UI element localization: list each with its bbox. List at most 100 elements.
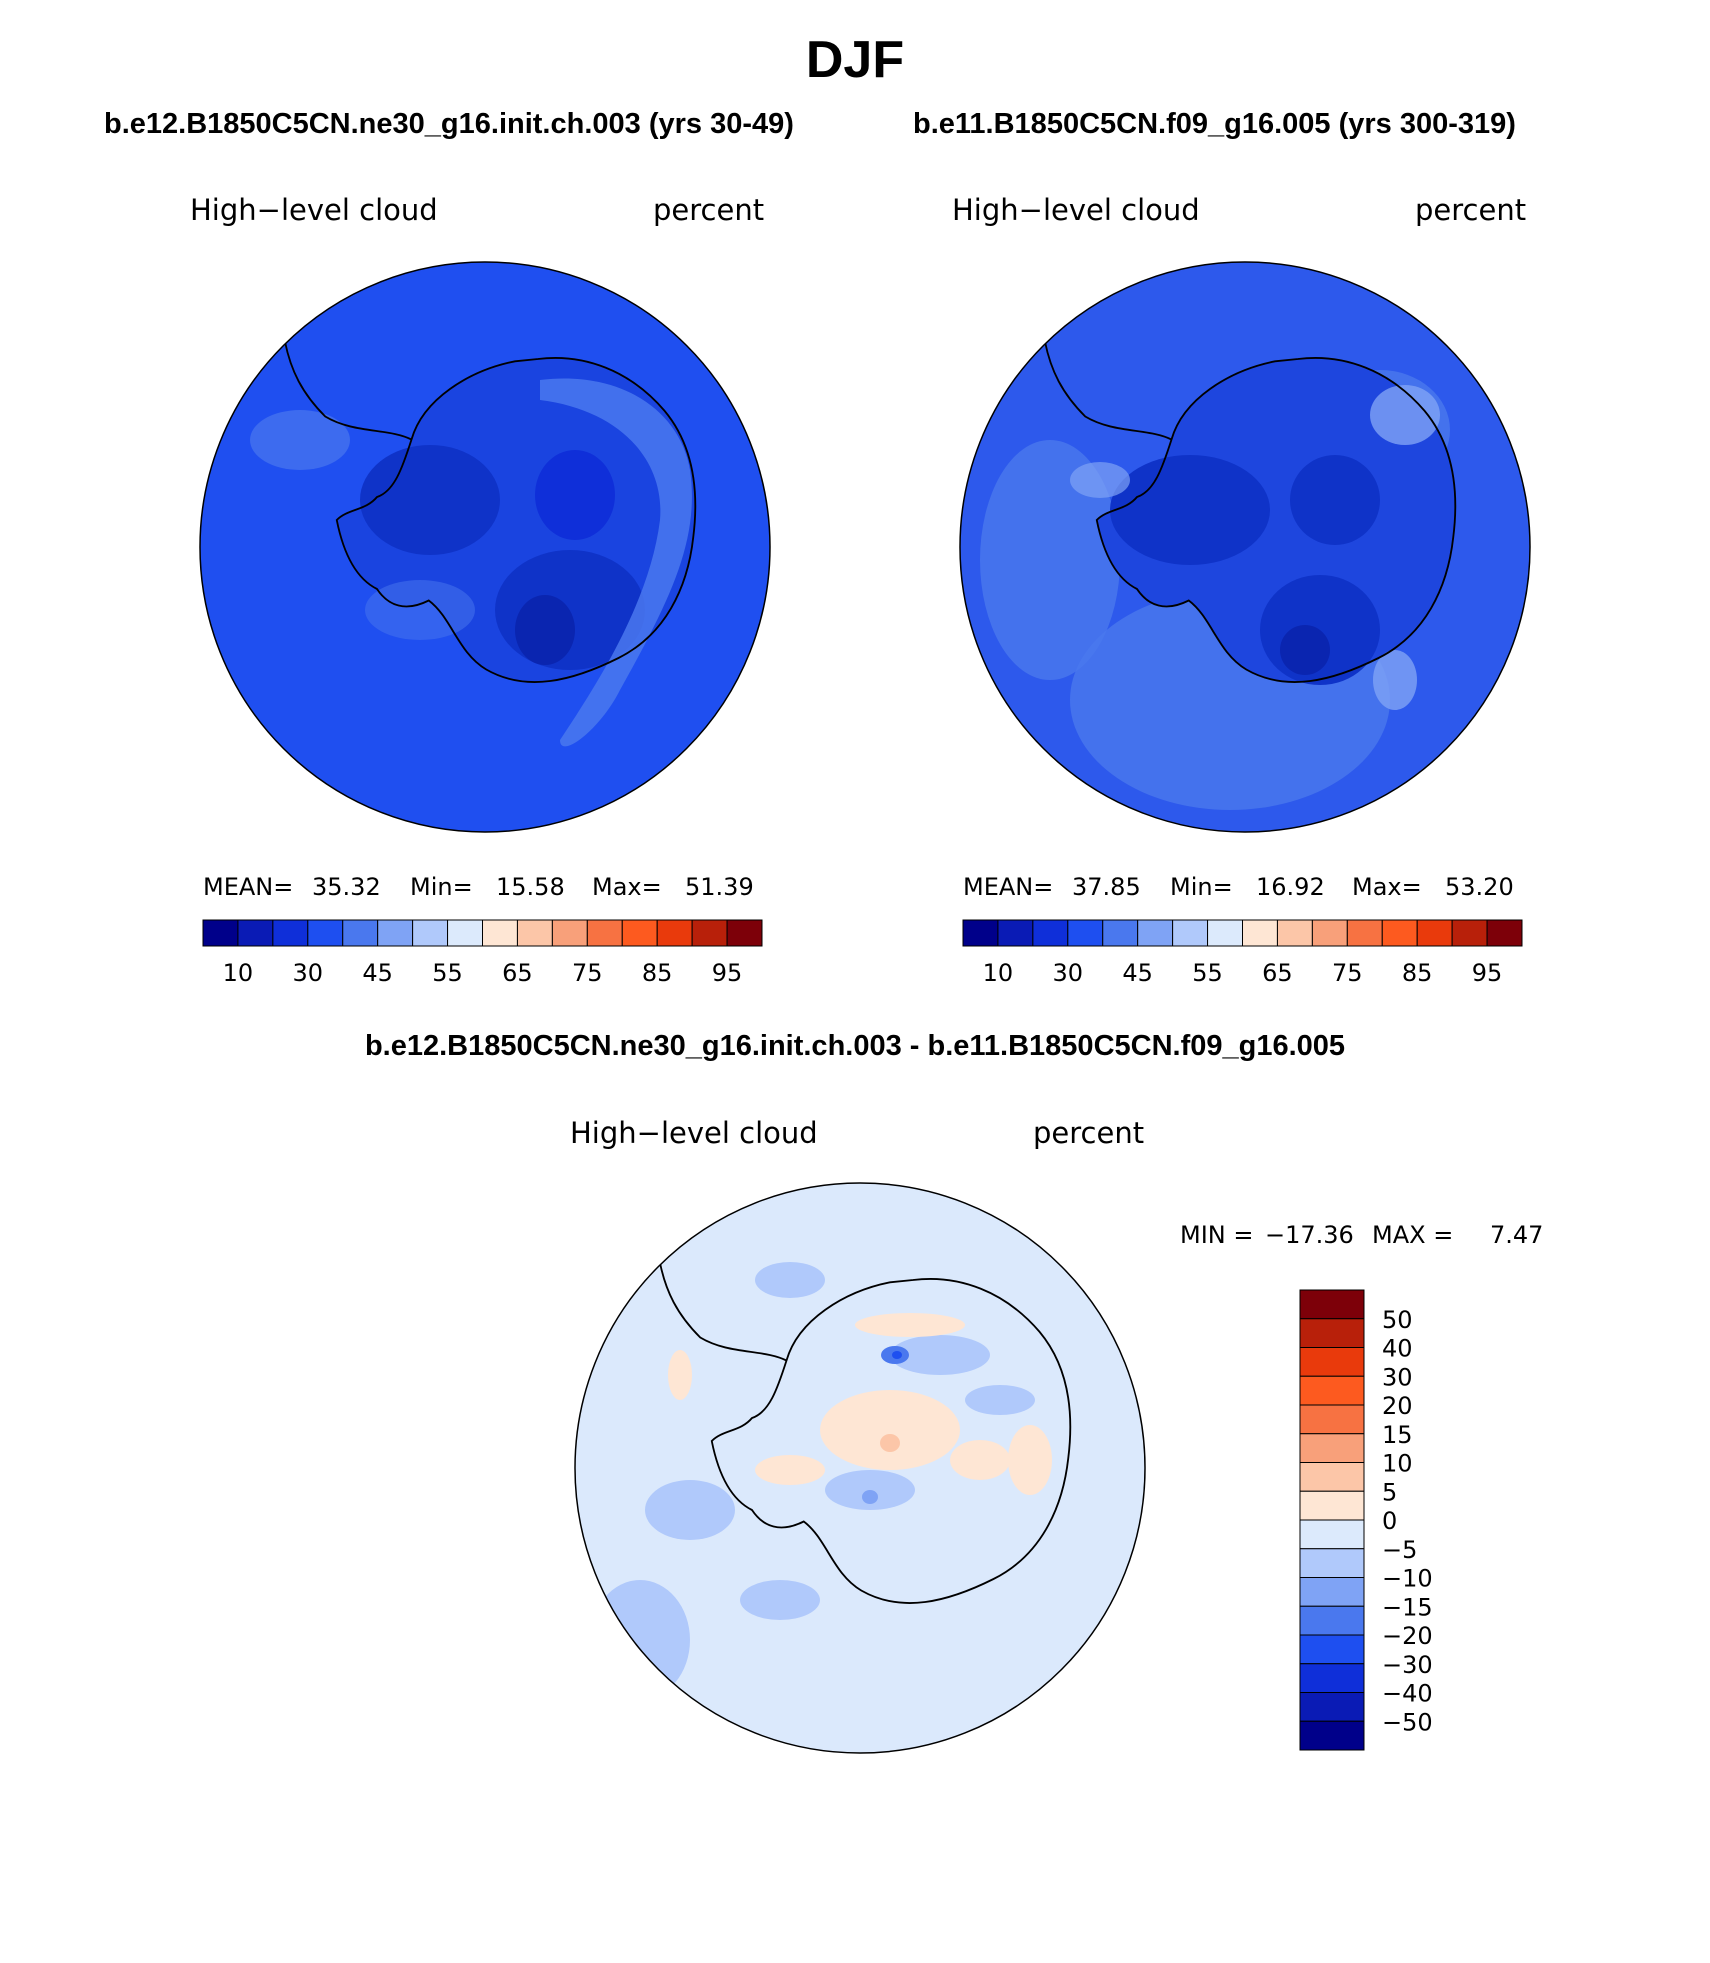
- difference-colorbar-tick-label: −10: [1382, 1565, 1433, 1593]
- right-panel-case-title: b.e11.B1850C5CN.f09_g16.005 (yrs 300-319…: [913, 108, 1516, 140]
- left-colorbar-box: [656, 919, 693, 947]
- difference-colorbar-box: [1299, 1318, 1365, 1348]
- right-colorbar-box: [1242, 919, 1278, 947]
- right-colorbar-box: [1311, 919, 1348, 947]
- right-colorbar-box: [1102, 919, 1139, 947]
- left-colorbar-box: [272, 919, 309, 947]
- right-colorbar-tick-label: 55: [1192, 959, 1223, 987]
- right-min-label: Min=: [1170, 873, 1233, 901]
- right-colorbar: [962, 919, 1523, 947]
- left-map-panel: High−level cloud percent MEAN= 35.32 Min…: [190, 193, 771, 987]
- left-mean-label: MEAN=: [203, 873, 293, 901]
- right-colorbar-box: [1381, 919, 1418, 947]
- left-colorbar-box: [551, 919, 588, 947]
- left-colorbar-box: [202, 919, 239, 947]
- left-colorbar-tick-label: 95: [712, 959, 743, 987]
- difference-colorbar-box: [1299, 1404, 1365, 1435]
- right-colorbar-box: [962, 919, 999, 947]
- difference-colorbar-tick-label: −40: [1382, 1680, 1433, 1708]
- difference-min-value: −17.36: [1265, 1221, 1354, 1249]
- left-colorbar-box: [516, 919, 553, 947]
- difference-colorbar-box: [1299, 1490, 1365, 1521]
- difference-panel-title: b.e12.B1850C5CN.ne30_g16.init.ch.003 - b…: [364, 1030, 1346, 1062]
- difference-colorbar-box: [1299, 1289, 1365, 1320]
- left-colorbar-box: [237, 919, 274, 947]
- difference-colorbar-box: [1299, 1519, 1365, 1550]
- right-max-value: 53.20: [1445, 873, 1514, 901]
- right-colorbar-box: [1416, 919, 1453, 947]
- right-colorbar-box: [1486, 919, 1523, 947]
- difference-colorbar-tick-label: −20: [1382, 1622, 1433, 1650]
- left-colorbar-box: [377, 919, 414, 947]
- difference-colorbar-box: [1299, 1433, 1365, 1463]
- difference-colorbar-box: [1299, 1634, 1365, 1665]
- right-colorbar-box: [1346, 919, 1383, 947]
- left-colorbar-tick-label: 30: [293, 959, 324, 987]
- right-colorbar-box: [1451, 919, 1488, 947]
- difference-colorbar-tick-label: 10: [1382, 1450, 1413, 1478]
- right-colorbar-tick-label: 75: [1332, 959, 1363, 987]
- left-colorbar-tick-label: 45: [362, 959, 393, 987]
- right-colorbar-labels: 10 30 45 55 65 75 85 95: [983, 959, 1503, 987]
- right-variable-label: High−level cloud: [952, 193, 1200, 227]
- difference-colorbar-box: [1299, 1720, 1365, 1751]
- difference-max-label: MAX =: [1372, 1221, 1453, 1249]
- left-colorbar-box: [342, 919, 379, 947]
- difference-min-label: MIN =: [1180, 1221, 1253, 1249]
- left-max-label: Max=: [592, 873, 662, 901]
- difference-colorbar-tick-label: 5: [1382, 1478, 1397, 1506]
- left-colorbar-box: [691, 919, 728, 947]
- difference-colorbar-box: [1299, 1375, 1365, 1406]
- left-panel-case-title: b.e12.B1850C5CN.ne30_g16.init.ch.003 (yr…: [104, 108, 794, 140]
- right-colorbar-box: [1207, 919, 1243, 947]
- left-max-value: 51.39: [685, 873, 754, 901]
- right-colorbar-tick-label: 45: [1122, 959, 1153, 987]
- right-colorbar-tick-label: 10: [983, 959, 1014, 987]
- figure-title: DJF: [805, 31, 905, 89]
- difference-colorbar-tick-label: 0: [1382, 1507, 1397, 1535]
- right-colorbar-box: [997, 919, 1034, 947]
- left-colorbar-box: [586, 919, 623, 947]
- right-colorbar-tick-label: 85: [1402, 959, 1433, 987]
- difference-colorbar-box: [1299, 1462, 1365, 1492]
- difference-colorbar-tick-label: 30: [1382, 1363, 1413, 1391]
- left-colorbar-tick-label: 10: [223, 959, 254, 987]
- difference-map-panel: High−level cloud percent: [570, 1116, 1543, 1754]
- difference-colorbar: [1299, 1289, 1365, 1751]
- right-colorbar-box: [1032, 919, 1069, 947]
- difference-colorbar-box: [1299, 1347, 1365, 1377]
- right-colorbar-tick-label: 65: [1262, 959, 1293, 987]
- difference-colorbar-box: [1299, 1692, 1365, 1722]
- right-min-value: 16.92: [1256, 873, 1325, 901]
- right-colorbar-box: [1276, 919, 1313, 947]
- difference-colorbar-box: [1299, 1605, 1365, 1636]
- right-colorbar-tick-label: 30: [1053, 959, 1084, 987]
- difference-colorbar-box: [1299, 1663, 1365, 1693]
- right-mean-value: 37.85: [1072, 873, 1141, 901]
- difference-colorbar-tick-label: −30: [1382, 1651, 1433, 1679]
- difference-colorbar-tick-label: 20: [1382, 1392, 1413, 1420]
- right-colorbar-box: [1137, 919, 1174, 947]
- left-min-value: 15.58: [496, 873, 565, 901]
- difference-polar-map: [575, 1183, 1145, 1753]
- right-polar-map: [960, 262, 1530, 832]
- left-min-label: Min=: [410, 873, 473, 901]
- left-colorbar-box: [621, 919, 658, 947]
- left-colorbar: [202, 919, 763, 947]
- difference-colorbar-tick-label: 15: [1382, 1421, 1413, 1449]
- difference-colorbar-box: [1299, 1548, 1365, 1578]
- difference-colorbar-tick-label: 50: [1382, 1306, 1413, 1334]
- difference-colorbar-box: [1299, 1577, 1365, 1607]
- left-colorbar-box: [447, 919, 483, 947]
- left-units-label: percent: [653, 193, 764, 227]
- left-colorbar-tick-label: 85: [642, 959, 673, 987]
- right-colorbar-box: [1172, 919, 1209, 947]
- left-variable-label: High−level cloud: [190, 193, 438, 227]
- left-colorbar-tick-label: 65: [502, 959, 533, 987]
- difference-variable-label: High−level cloud: [570, 1116, 818, 1150]
- left-colorbar-box: [412, 919, 449, 947]
- right-units-label: percent: [1415, 193, 1526, 227]
- left-colorbar-tick-label: 55: [432, 959, 463, 987]
